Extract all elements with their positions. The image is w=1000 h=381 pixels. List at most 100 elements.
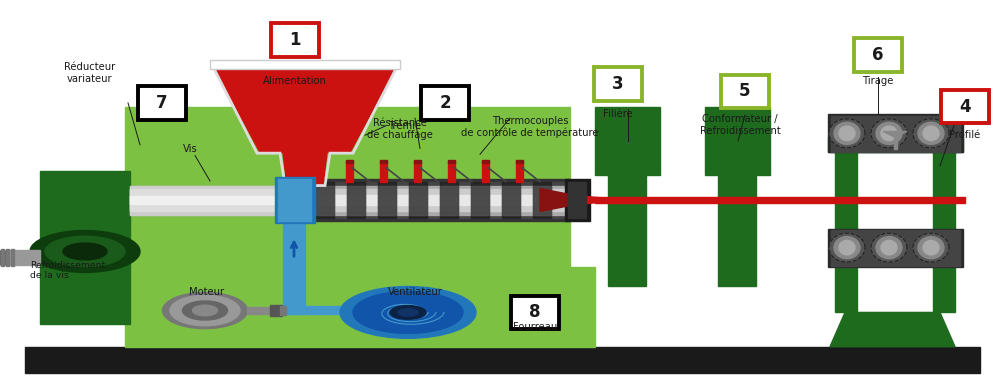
Ellipse shape xyxy=(913,233,948,262)
Bar xyxy=(280,306,286,315)
Bar xyxy=(482,161,489,182)
Text: Tirage: Tirage xyxy=(862,76,894,86)
Bar xyxy=(894,137,897,149)
Bar xyxy=(271,23,319,57)
Polygon shape xyxy=(830,312,955,347)
Bar xyxy=(378,182,396,218)
Text: Filière: Filière xyxy=(603,109,633,118)
Ellipse shape xyxy=(834,122,860,144)
Bar xyxy=(380,161,387,182)
Bar xyxy=(933,137,955,312)
Bar xyxy=(138,86,186,120)
Bar xyxy=(280,179,570,221)
Circle shape xyxy=(390,306,426,319)
Circle shape xyxy=(398,309,418,316)
Bar xyxy=(275,177,315,223)
Text: Fourreau: Fourreau xyxy=(513,322,557,332)
Text: 7: 7 xyxy=(156,94,168,112)
Polygon shape xyxy=(883,131,907,137)
Bar xyxy=(0,251,5,264)
Text: 4: 4 xyxy=(959,98,971,116)
Bar xyxy=(831,230,960,266)
Bar xyxy=(533,186,551,215)
Bar xyxy=(283,223,305,314)
Text: 3: 3 xyxy=(612,75,624,93)
Ellipse shape xyxy=(839,126,855,141)
Ellipse shape xyxy=(162,293,248,328)
Ellipse shape xyxy=(881,240,897,255)
Ellipse shape xyxy=(918,122,944,144)
Bar xyxy=(471,186,489,215)
Ellipse shape xyxy=(830,233,864,262)
Text: 6: 6 xyxy=(872,46,884,64)
Text: 1: 1 xyxy=(289,31,301,49)
Bar xyxy=(385,306,440,314)
Bar xyxy=(278,179,311,221)
Ellipse shape xyxy=(830,119,864,148)
Bar xyxy=(598,114,658,168)
Bar xyxy=(409,186,427,215)
Bar xyxy=(440,186,458,215)
Bar xyxy=(448,160,455,163)
Bar xyxy=(25,347,980,373)
Bar xyxy=(409,182,427,218)
Bar xyxy=(414,160,421,163)
Bar xyxy=(346,161,353,182)
Bar xyxy=(502,186,520,215)
Bar xyxy=(280,182,570,218)
Text: 5: 5 xyxy=(739,82,751,101)
Bar xyxy=(346,160,353,163)
Circle shape xyxy=(340,287,476,338)
Text: Profilé: Profilé xyxy=(949,130,981,139)
Bar xyxy=(285,182,303,218)
Text: Thermocouples
de contrôle de température: Thermocouples de contrôle de température xyxy=(461,116,599,138)
Bar xyxy=(378,186,396,215)
Bar xyxy=(502,182,520,218)
Bar xyxy=(130,189,570,211)
Ellipse shape xyxy=(872,119,906,148)
Bar xyxy=(414,161,421,182)
Bar xyxy=(347,186,365,215)
Bar xyxy=(533,182,551,218)
Circle shape xyxy=(30,231,140,272)
Bar xyxy=(482,160,489,163)
Bar xyxy=(608,175,646,286)
Ellipse shape xyxy=(923,126,939,141)
Bar xyxy=(721,75,769,108)
Bar xyxy=(385,307,407,331)
Bar xyxy=(130,186,570,215)
Bar xyxy=(270,305,282,316)
Text: Résistance
de chauffage: Résistance de chauffage xyxy=(367,118,433,140)
Bar xyxy=(11,249,14,266)
Circle shape xyxy=(63,243,107,260)
Bar xyxy=(316,186,334,215)
Bar xyxy=(828,137,963,152)
Bar xyxy=(835,137,857,312)
Bar xyxy=(595,107,660,175)
Bar xyxy=(347,182,365,218)
Ellipse shape xyxy=(923,240,939,255)
Bar xyxy=(941,90,989,123)
Text: Refroidissement
de la vis: Refroidissement de la vis xyxy=(30,261,105,280)
Text: Alimentation: Alimentation xyxy=(263,76,327,86)
Bar xyxy=(565,179,590,221)
Ellipse shape xyxy=(182,301,228,320)
Bar xyxy=(6,249,9,266)
Bar xyxy=(421,86,469,120)
Text: Trémie: Trémie xyxy=(388,121,421,131)
Bar xyxy=(40,171,130,324)
Bar xyxy=(595,197,965,203)
Bar xyxy=(516,161,523,182)
Ellipse shape xyxy=(834,237,860,259)
Bar xyxy=(130,196,285,204)
Text: Vis: Vis xyxy=(183,144,197,154)
Text: 8: 8 xyxy=(529,303,541,322)
Bar xyxy=(594,67,642,101)
Bar xyxy=(448,161,455,182)
Bar xyxy=(210,61,400,68)
Bar xyxy=(440,182,458,218)
Bar xyxy=(380,160,387,163)
Bar xyxy=(247,307,277,314)
Bar xyxy=(1,249,4,266)
Ellipse shape xyxy=(881,126,897,141)
